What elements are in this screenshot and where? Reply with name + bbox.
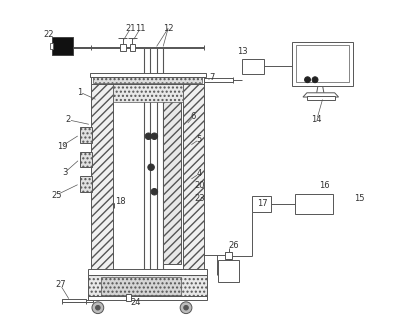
Circle shape <box>95 305 100 310</box>
Bar <box>50 43 53 49</box>
Circle shape <box>180 302 192 314</box>
Text: 7: 7 <box>209 73 215 82</box>
Bar <box>296 46 349 82</box>
Bar <box>307 96 335 100</box>
Text: 12: 12 <box>163 24 173 33</box>
Text: 21: 21 <box>125 24 136 33</box>
Text: 16: 16 <box>319 181 330 190</box>
Bar <box>80 127 92 143</box>
Bar <box>129 44 135 51</box>
Text: 22: 22 <box>44 31 54 39</box>
Bar <box>292 42 353 86</box>
Text: 5: 5 <box>197 135 202 144</box>
Circle shape <box>305 77 310 83</box>
Text: 1: 1 <box>77 88 82 97</box>
Text: 24: 24 <box>130 298 141 307</box>
Circle shape <box>151 133 157 139</box>
Bar <box>242 58 264 74</box>
Bar <box>80 152 92 167</box>
Text: 2: 2 <box>66 115 71 124</box>
Bar <box>52 37 73 54</box>
Text: 27: 27 <box>55 280 66 289</box>
Text: 13: 13 <box>237 47 248 56</box>
Text: 6: 6 <box>191 112 196 121</box>
Text: 23: 23 <box>195 194 205 203</box>
Bar <box>252 196 271 212</box>
Bar <box>295 194 333 214</box>
Text: 15: 15 <box>354 194 364 203</box>
Bar <box>88 275 207 298</box>
Text: 26: 26 <box>228 241 239 250</box>
Text: 11: 11 <box>135 24 146 33</box>
Bar <box>183 84 204 270</box>
Bar <box>80 176 92 192</box>
Circle shape <box>184 305 188 310</box>
Bar <box>90 72 206 77</box>
Bar <box>67 299 93 302</box>
Bar <box>225 252 233 259</box>
Circle shape <box>312 77 318 83</box>
Bar <box>88 296 207 299</box>
Bar <box>62 299 86 302</box>
Text: 25: 25 <box>51 191 62 199</box>
Bar <box>91 84 113 270</box>
Circle shape <box>92 302 104 314</box>
Bar <box>88 269 207 275</box>
Circle shape <box>148 164 154 171</box>
Text: 20: 20 <box>195 181 205 190</box>
Bar <box>163 84 181 264</box>
Bar <box>120 44 126 51</box>
Polygon shape <box>303 93 339 97</box>
Bar <box>91 77 204 84</box>
Text: 14: 14 <box>311 115 322 124</box>
Text: 19: 19 <box>57 142 67 151</box>
Bar <box>101 277 181 295</box>
Circle shape <box>151 189 157 195</box>
Text: 17: 17 <box>257 199 268 208</box>
Bar <box>113 84 183 102</box>
Bar <box>126 294 131 301</box>
Bar <box>204 78 233 82</box>
Bar <box>93 77 202 83</box>
Text: 18: 18 <box>115 197 126 206</box>
Text: 4: 4 <box>197 169 202 178</box>
Bar <box>218 260 239 281</box>
Circle shape <box>145 133 152 139</box>
Text: 3: 3 <box>62 168 68 177</box>
